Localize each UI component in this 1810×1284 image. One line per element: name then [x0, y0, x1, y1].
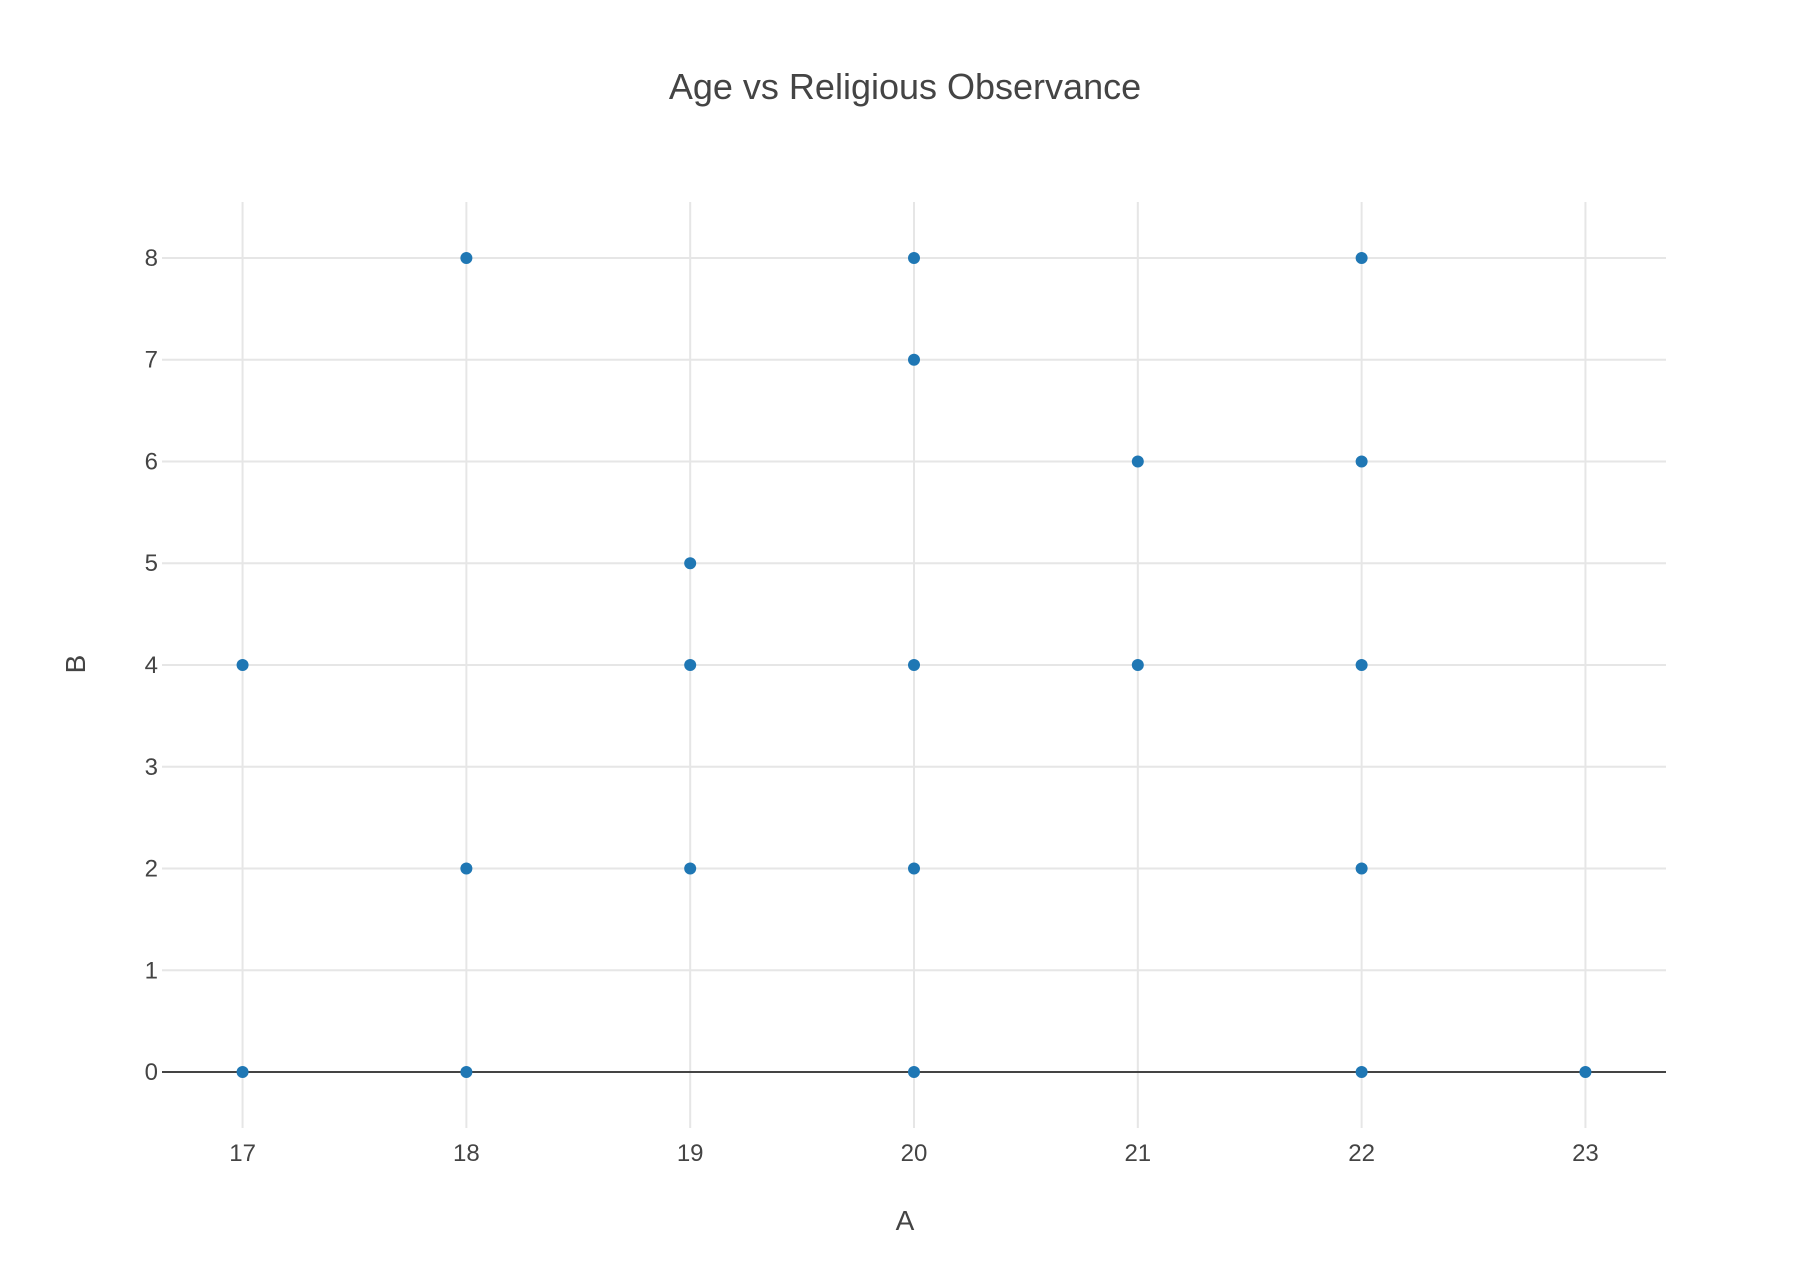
data-point[interactable] — [1131, 659, 1144, 671]
y-tick-label: 0 — [145, 1059, 158, 1086]
x-tick-label: 21 — [1124, 1140, 1151, 1167]
x-tick-label: 22 — [1348, 1140, 1375, 1167]
data-point[interactable] — [1355, 251, 1368, 264]
x-tick-label: 19 — [677, 1140, 704, 1167]
data-point[interactable] — [908, 862, 920, 875]
data-point[interactable] — [1579, 1066, 1592, 1079]
data-point[interactable] — [236, 659, 249, 671]
data-point[interactable] — [684, 557, 697, 570]
y-tick-label: 8 — [145, 245, 158, 272]
y-axis-title: B — [60, 655, 91, 674]
data-point[interactable] — [908, 353, 920, 366]
y-tick-label: 2 — [145, 856, 158, 883]
chart-title: Age vs Religious Observance — [669, 66, 1141, 107]
x-tick-label: 18 — [453, 1140, 480, 1167]
y-tick-label: 1 — [145, 957, 158, 984]
x-tick-label: 23 — [1572, 1140, 1599, 1167]
data-point[interactable] — [684, 862, 697, 875]
data-point[interactable] — [908, 1066, 920, 1079]
data-point[interactable] — [908, 251, 920, 264]
y-tick-label: 6 — [145, 448, 158, 475]
y-tick-label: 5 — [145, 550, 158, 577]
data-point[interactable] — [460, 1066, 473, 1079]
y-tick-label: 4 — [145, 652, 158, 679]
data-point[interactable] — [1355, 659, 1368, 671]
data-point[interactable] — [1355, 1066, 1368, 1079]
x-tick-label: 17 — [229, 1140, 256, 1167]
x-axis-title: A — [896, 1205, 915, 1236]
data-point[interactable] — [460, 862, 473, 875]
points-layer — [236, 251, 1592, 1079]
y-tick-label: 7 — [145, 347, 158, 374]
data-point[interactable] — [1355, 862, 1368, 875]
data-point[interactable] — [908, 659, 920, 671]
data-point[interactable] — [1355, 455, 1368, 468]
y-tick-label: 3 — [145, 754, 158, 781]
data-point[interactable] — [236, 1066, 249, 1079]
data-point[interactable] — [684, 659, 697, 671]
data-point[interactable] — [460, 251, 473, 264]
data-point[interactable] — [1131, 455, 1144, 468]
x-tick-label: 20 — [901, 1140, 928, 1167]
